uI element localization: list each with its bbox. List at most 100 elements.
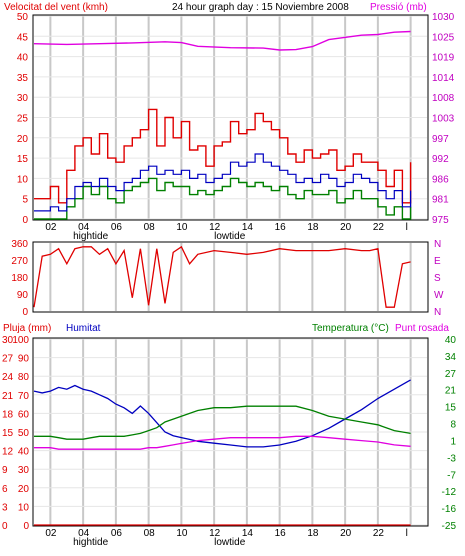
high-tide-label: hightide	[73, 231, 108, 242]
x-tick-label: 22	[373, 528, 385, 539]
pressure-y-tick-label: 1014	[432, 73, 455, 84]
pressure-y-tick-label: 997	[432, 134, 449, 145]
temperature-y-tick-label: 40	[445, 335, 457, 346]
compass-tick-label: S	[434, 273, 441, 284]
temperature-y-tick-label: 1	[450, 436, 456, 447]
humidity-y-tick-label: 60	[18, 409, 30, 420]
pressure-y-tick-label: 1025	[432, 32, 455, 43]
x-tick-label: 18	[307, 528, 319, 539]
pressure-y-tick-label: 1008	[432, 93, 455, 104]
compass-tick-label: N	[434, 239, 441, 250]
x-tick-label: 02	[45, 528, 57, 539]
pressure-line	[33, 30, 411, 51]
humidity-y-tick-label: 30	[18, 465, 30, 476]
pressure-y-tick-label: 975	[432, 215, 449, 226]
graph-title: 24 hour graph day : 15 Noviembre 2008	[172, 2, 349, 13]
high-tide-label: hightide	[73, 537, 108, 548]
x-tick-label: 22	[373, 222, 385, 233]
pressure-y-tick-label: 992	[432, 154, 449, 165]
x-tick-label: 08	[144, 528, 156, 539]
temperature-y-tick-label: -25	[442, 521, 457, 532]
x-tick-label: 10	[176, 528, 188, 539]
pressure-y-tick-label: 1003	[432, 114, 455, 125]
pressure-y-tick-label: 986	[432, 174, 449, 185]
wind-y-tick-label: 20	[17, 134, 29, 145]
temperature-y-tick-label: -12	[442, 487, 457, 498]
x-tick-label: 04	[78, 222, 90, 233]
humidity-y-tick-label: 100	[12, 335, 29, 346]
x-tick-label: 16	[275, 528, 287, 539]
compass-tick-label: E	[434, 256, 441, 267]
wind-speed-label: Velocitat del vent (kmh)	[4, 2, 108, 13]
direction-y-tick-label: 360	[11, 239, 28, 250]
rain-y-tick-label: 15	[2, 428, 14, 439]
temperature-y-tick-label: 15	[445, 403, 457, 414]
wind-y-tick-label: 25	[17, 114, 29, 125]
grid-layer	[34, 15, 427, 526]
direction-y-tick-label: 180	[11, 273, 28, 284]
marks-layer	[33, 30, 412, 526]
rain-y-tick-label: 6	[2, 484, 8, 495]
rain-y-tick-label: 0	[2, 521, 8, 532]
x-tick-label: 04	[78, 528, 90, 539]
humidity-label: Humitat	[66, 323, 101, 334]
direction-y-tick-label: 270	[11, 256, 28, 267]
wind-average-line	[34, 153, 412, 212]
humidity-y-tick-label: 80	[18, 372, 30, 383]
x-tick-label: 06	[111, 528, 123, 539]
pressure-y-tick-label: 981	[432, 195, 449, 206]
humidity-line	[33, 379, 411, 448]
pressure-y-tick-label: 1030	[432, 12, 455, 23]
wind-y-tick-label: 15	[17, 154, 29, 165]
compass-tick-label: W	[434, 290, 444, 301]
x-tick-label: 06	[111, 222, 123, 233]
humidity-y-tick-label: 50	[18, 428, 30, 439]
temperature-label: Temperatura (°C)	[312, 323, 389, 334]
x-tick-label: 14	[242, 222, 254, 233]
pressure-label: Pressió (mb)	[370, 2, 427, 13]
direction-y-tick-label: 90	[17, 290, 29, 301]
wind-gust-line	[34, 108, 412, 204]
temperature-line	[34, 405, 411, 440]
x-tick-label: 10	[176, 222, 188, 233]
x-tick-label: 20	[340, 222, 352, 233]
wind-direction-line	[33, 245, 411, 308]
rain-y-tick-label: 21	[2, 391, 14, 402]
rain-y-tick-label: 27	[2, 354, 14, 365]
x-tick-label: 02	[45, 222, 57, 233]
rain-y-tick-label: 12	[2, 447, 14, 458]
humidity-y-tick-label: 70	[18, 391, 30, 402]
x-tick-label: 16	[275, 222, 287, 233]
wind-low-line	[34, 177, 412, 220]
rain-y-tick-label: 30	[2, 335, 14, 346]
compass-tick-label: N	[434, 307, 441, 318]
humidity-y-tick-label: 40	[18, 447, 30, 458]
low-tide-label: lowtide	[214, 231, 246, 242]
temperature-y-tick-label: -3	[447, 453, 456, 464]
humidity-y-tick-label: 0	[23, 521, 29, 532]
rain-y-tick-label: 18	[2, 409, 14, 420]
x-tick-label: 08	[144, 222, 156, 233]
low-tide-label: lowtide	[214, 537, 246, 548]
temperature-y-tick-label: 8	[450, 420, 456, 431]
wind-y-tick-label: 40	[17, 53, 29, 64]
x-tick-label: 20	[340, 528, 352, 539]
rain-y-tick-label: 3	[2, 502, 8, 513]
x-tick-label: 12	[209, 222, 221, 233]
temperature-y-tick-label: 21	[445, 386, 457, 397]
rain-y-tick-label: 24	[2, 372, 14, 383]
dewpoint-line	[34, 435, 411, 450]
humidity-y-tick-label: 10	[18, 502, 30, 513]
rain-label: Pluja (mm)	[3, 323, 51, 334]
temperature-y-tick-label: -16	[442, 504, 457, 515]
x-tick-label: 14	[242, 528, 254, 539]
humidity-y-tick-label: 20	[18, 484, 30, 495]
temperature-y-tick-label: -7	[447, 470, 456, 481]
temperature-y-tick-label: 34	[445, 352, 457, 363]
x-tick-label: 18	[307, 222, 319, 233]
x-tick-label: l	[406, 222, 408, 233]
rain-y-tick-label: 9	[2, 465, 8, 476]
temperature-y-tick-label: 27	[445, 369, 457, 380]
